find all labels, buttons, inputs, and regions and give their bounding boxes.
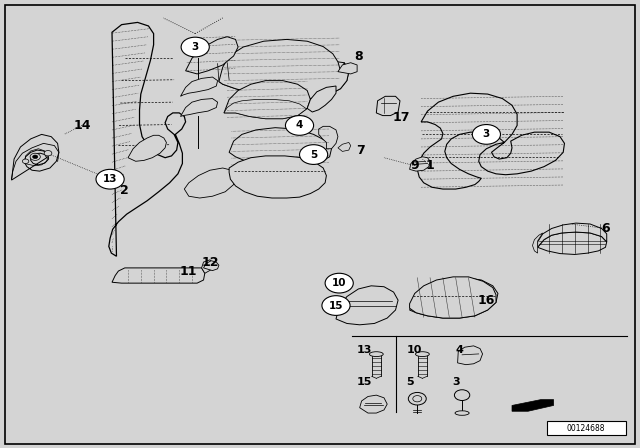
Text: 4: 4 xyxy=(456,345,463,355)
Circle shape xyxy=(22,159,29,164)
Polygon shape xyxy=(204,261,219,271)
Ellipse shape xyxy=(415,352,429,357)
Text: 16: 16 xyxy=(477,293,495,307)
Polygon shape xyxy=(109,22,186,256)
Polygon shape xyxy=(410,157,430,171)
Polygon shape xyxy=(184,168,236,198)
Polygon shape xyxy=(338,63,357,74)
Polygon shape xyxy=(538,232,607,254)
Text: 3: 3 xyxy=(191,42,199,52)
Circle shape xyxy=(181,37,209,57)
Text: 10: 10 xyxy=(332,278,346,288)
Text: 4: 4 xyxy=(296,121,303,130)
Polygon shape xyxy=(458,346,483,365)
Polygon shape xyxy=(128,135,166,161)
Polygon shape xyxy=(538,223,607,247)
Text: 3: 3 xyxy=(452,377,460,387)
Polygon shape xyxy=(512,400,554,411)
Polygon shape xyxy=(410,278,498,318)
Text: 17: 17 xyxy=(392,111,410,125)
Text: 1: 1 xyxy=(426,159,435,172)
Circle shape xyxy=(408,392,426,405)
Text: 2: 2 xyxy=(120,184,129,197)
Text: 15: 15 xyxy=(357,377,372,387)
Circle shape xyxy=(44,151,52,156)
Text: 7: 7 xyxy=(356,143,365,157)
Text: 11: 11 xyxy=(180,265,198,279)
Text: 5: 5 xyxy=(310,150,317,159)
Text: 6: 6 xyxy=(601,222,610,235)
Circle shape xyxy=(454,390,470,401)
Polygon shape xyxy=(319,126,338,149)
Polygon shape xyxy=(338,142,351,151)
Polygon shape xyxy=(410,277,496,318)
Text: 10: 10 xyxy=(407,345,422,355)
Text: 12: 12 xyxy=(201,255,219,269)
Text: 13: 13 xyxy=(103,174,117,184)
Polygon shape xyxy=(112,268,205,283)
Circle shape xyxy=(325,273,353,293)
Polygon shape xyxy=(224,81,310,119)
Ellipse shape xyxy=(455,411,469,415)
Text: 14: 14 xyxy=(73,119,91,132)
Polygon shape xyxy=(376,96,400,116)
Polygon shape xyxy=(360,395,387,413)
Polygon shape xyxy=(180,77,218,96)
Text: 3: 3 xyxy=(483,129,490,139)
Circle shape xyxy=(413,396,422,402)
Polygon shape xyxy=(229,156,326,198)
Text: 8: 8 xyxy=(354,49,363,63)
Polygon shape xyxy=(307,86,336,112)
Circle shape xyxy=(33,155,38,159)
Polygon shape xyxy=(186,37,238,74)
Polygon shape xyxy=(12,134,59,180)
Polygon shape xyxy=(336,286,398,325)
Text: 13: 13 xyxy=(357,345,372,355)
Text: 15: 15 xyxy=(329,301,343,310)
Polygon shape xyxy=(219,57,349,99)
Bar xyxy=(547,421,626,435)
Circle shape xyxy=(300,145,328,164)
Text: 9: 9 xyxy=(410,159,419,172)
Circle shape xyxy=(285,116,314,135)
Polygon shape xyxy=(229,128,332,167)
Polygon shape xyxy=(180,99,218,116)
Polygon shape xyxy=(219,39,349,99)
Polygon shape xyxy=(224,99,307,119)
Ellipse shape xyxy=(369,352,383,357)
Polygon shape xyxy=(532,233,543,253)
Text: 5: 5 xyxy=(406,377,413,387)
Circle shape xyxy=(30,153,40,160)
Polygon shape xyxy=(417,93,564,189)
Polygon shape xyxy=(202,260,212,273)
Circle shape xyxy=(96,169,124,189)
Text: 00124688: 00124688 xyxy=(567,424,605,433)
Circle shape xyxy=(472,125,500,144)
Circle shape xyxy=(322,296,350,315)
